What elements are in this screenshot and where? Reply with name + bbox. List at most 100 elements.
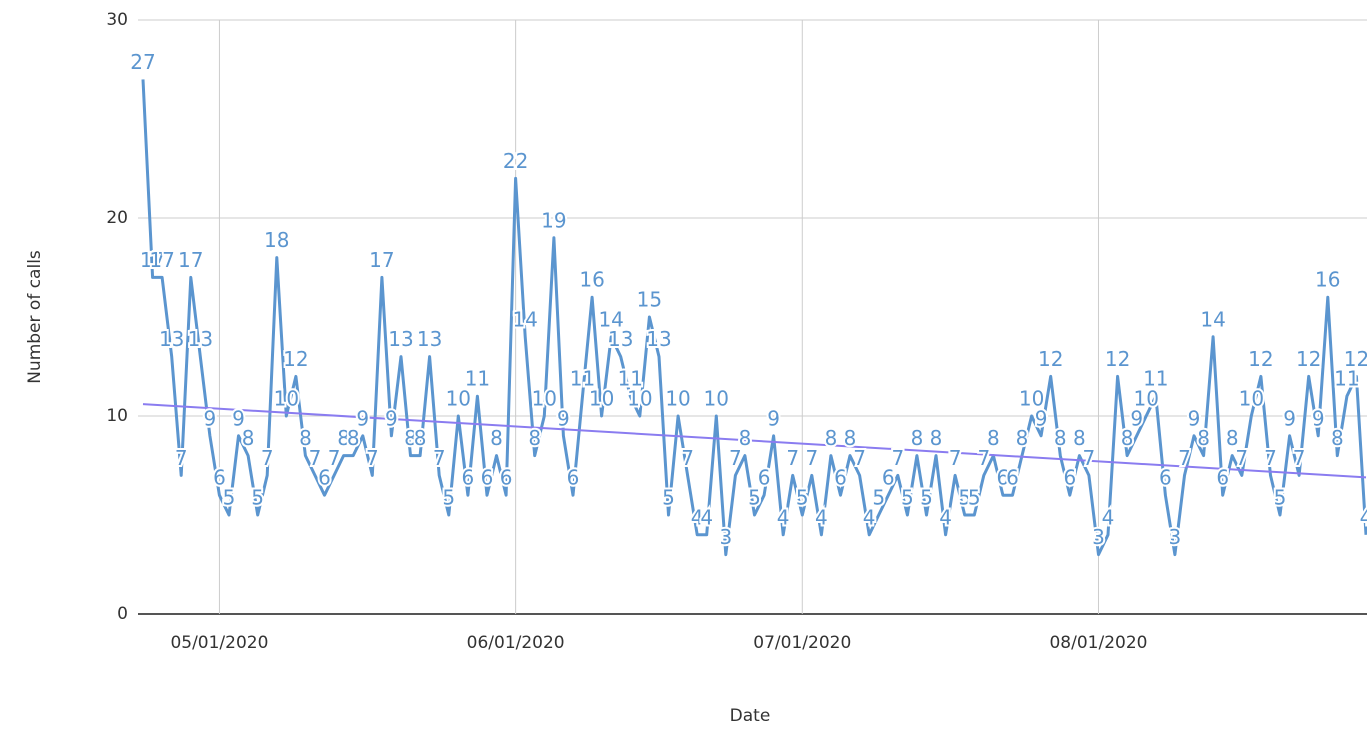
data-label: 7	[891, 446, 904, 470]
line	[141, 79, 1367, 557]
data-label: 8	[825, 426, 838, 450]
data-label: 13	[159, 327, 184, 351]
data-label: 7	[1178, 446, 1191, 470]
data-label: 16	[1315, 268, 1340, 292]
data-label: 18	[264, 228, 289, 252]
data-label: 6	[1159, 466, 1172, 490]
data-label: 7	[1235, 446, 1248, 470]
data-label: 13	[188, 327, 213, 351]
data-label: 13	[646, 327, 671, 351]
data-label: 9	[356, 406, 369, 430]
data-label: 14	[512, 307, 537, 331]
data-label: 10	[532, 387, 557, 411]
data-label: 12	[1344, 347, 1367, 371]
data-label: 6	[1006, 466, 1019, 490]
data-label: 12	[1105, 347, 1130, 371]
data-label: 7	[853, 446, 866, 470]
data-label: 6	[1063, 466, 1076, 490]
data-label: 5	[872, 486, 885, 510]
data-label: 17	[178, 248, 203, 272]
data-label: 4	[815, 505, 828, 529]
data-label: 9	[1130, 406, 1143, 430]
data-label: 5	[958, 486, 971, 510]
data-label: 4	[1360, 505, 1367, 529]
data-label: 5	[223, 486, 236, 510]
trendline	[142, 403, 1367, 479]
data-label: 7	[175, 446, 188, 470]
data-label: 10	[1134, 387, 1159, 411]
data-label: 7	[1083, 446, 1096, 470]
data-label: 7	[786, 446, 799, 470]
data-label: 6	[997, 466, 1010, 490]
data-label: 8	[1331, 426, 1344, 450]
data-label: 12	[1038, 347, 1063, 371]
data-label: 10	[446, 387, 471, 411]
data-label: 8	[299, 426, 312, 450]
data-label: 6	[461, 466, 474, 490]
data-label: 5	[796, 486, 809, 510]
data-label: 8	[347, 426, 360, 450]
x-tick-label: 07/01/2020	[753, 633, 851, 653]
data-label: 5	[662, 486, 675, 510]
data-label: 8	[739, 426, 752, 450]
data-label: 5	[968, 486, 981, 510]
data-label: 7	[309, 446, 322, 470]
data-label: 6	[834, 466, 847, 490]
data-label: 8	[414, 426, 427, 450]
data-label: 17	[140, 248, 165, 272]
data-label: 7	[977, 446, 990, 470]
data-label: 10	[1019, 387, 1044, 411]
data-label: 9	[1312, 406, 1325, 430]
data-label: 13	[608, 327, 633, 351]
data-label: 6	[882, 466, 895, 490]
data-label: 7	[1293, 446, 1306, 470]
x-tick-label: 05/01/2020	[170, 633, 268, 653]
data-label: 9	[1283, 406, 1296, 430]
data-label: 6	[1216, 466, 1229, 490]
data-label: 3	[1092, 525, 1105, 549]
data-label: 8	[930, 426, 943, 450]
data-label: 6	[758, 466, 771, 490]
data-label: 6	[213, 466, 226, 490]
data-label: 16	[579, 268, 604, 292]
data-label: 8	[1197, 426, 1210, 450]
data-label: 8	[1016, 426, 1029, 450]
data-label: 5	[1274, 486, 1287, 510]
data-label: 12	[283, 347, 308, 371]
data-label: 8	[1226, 426, 1239, 450]
data-label: 8	[528, 426, 541, 450]
data-label: 10	[665, 387, 690, 411]
data-label: 11	[570, 367, 595, 391]
data-label: 8	[911, 426, 924, 450]
data-label: 13	[417, 327, 442, 351]
data-label: 7	[433, 446, 446, 470]
data-label: 7	[1264, 446, 1277, 470]
data-label: 8	[337, 426, 350, 450]
data-label: 14	[1200, 307, 1225, 331]
data-label: 8	[1054, 426, 1067, 450]
data-label: 5	[901, 486, 914, 510]
data-label: 14	[598, 307, 623, 331]
data-label: 7	[805, 446, 818, 470]
data-label: 6	[500, 466, 513, 490]
data-label: 10	[589, 387, 614, 411]
data-label: 19	[541, 208, 566, 232]
data-label: 7	[261, 446, 274, 470]
data-label: 13	[388, 327, 413, 351]
y-tick-label: 10	[106, 406, 128, 426]
data-label: 9	[557, 406, 570, 430]
data-label: 8	[1121, 426, 1134, 450]
data-label: 27	[130, 50, 155, 74]
data-label: 7	[681, 446, 694, 470]
data-label: 9	[767, 406, 780, 430]
data-label: 10	[627, 387, 652, 411]
data-label: 8	[987, 426, 1000, 450]
y-axis-label: Number of calls	[25, 250, 45, 384]
data-label: 7	[366, 446, 379, 470]
data-label: 17	[369, 248, 394, 272]
data-label: 9	[385, 406, 398, 430]
data-label: 9	[232, 406, 245, 430]
y-tick-label: 0	[117, 604, 128, 624]
data-label: 6	[567, 466, 580, 490]
